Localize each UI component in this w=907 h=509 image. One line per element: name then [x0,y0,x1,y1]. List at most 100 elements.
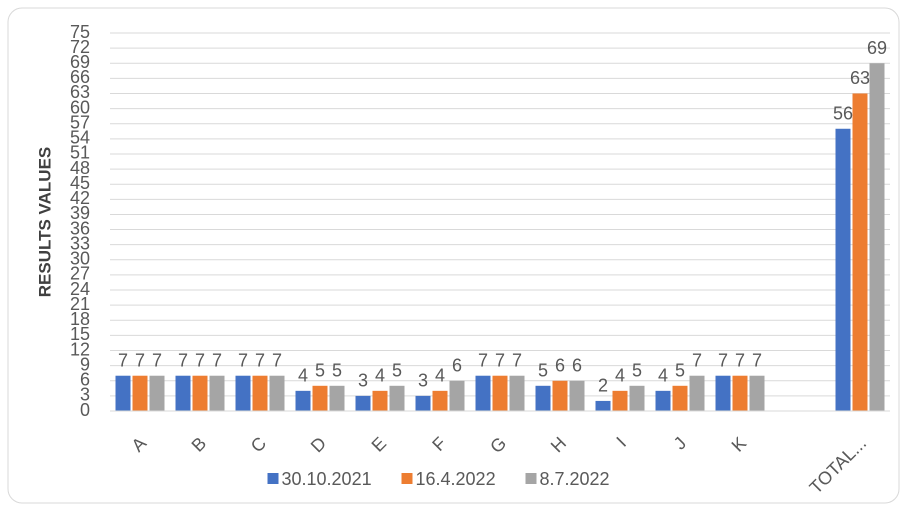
bar [252,375,268,411]
data-label: 5 [538,361,548,381]
y-tick-label: 57 [70,112,90,132]
data-label: 7 [135,350,145,370]
legend-swatch [401,473,413,484]
y-axis-label: RESULTS VALUES [35,147,54,298]
data-label: 7 [255,350,265,370]
y-tick-label: 15 [70,324,90,344]
y-tick-label: 54 [70,128,90,148]
legend-label: 30.10.2021 [282,469,372,489]
bar [432,390,448,411]
data-label: 3 [358,371,368,391]
legend-label: 16.4.2022 [416,469,496,489]
bar [852,93,868,411]
bar [175,375,191,411]
y-tick-label: 42 [70,188,90,208]
data-label: 7 [512,350,522,370]
chart-frame [7,7,900,504]
data-label: 5 [315,361,325,381]
y-tick-label: 39 [70,203,90,223]
bar [115,375,131,411]
data-label: 6 [555,356,565,376]
bar [295,390,311,411]
data-label: 7 [692,350,702,370]
bar [149,375,165,411]
bar [492,375,508,411]
bar [535,385,551,411]
data-label: 7 [752,350,762,370]
bar [835,128,851,411]
data-label: 7 [152,350,162,370]
data-label: 7 [735,350,745,370]
data-label: 7 [212,350,222,370]
data-label: 7 [718,350,728,370]
bar [672,385,688,411]
data-label: 6 [452,356,462,376]
y-tick-label: 48 [70,158,90,178]
legend-swatch [525,473,537,484]
legend-swatch [267,473,279,484]
y-tick-label: 27 [70,264,90,284]
y-tick-label: 3 [80,385,90,405]
data-label: 5 [392,361,402,381]
data-label: 7 [478,350,488,370]
y-tick-label: 66 [70,67,90,87]
y-tick-label: 36 [70,218,90,238]
data-label: 6 [572,356,582,376]
y-tick-label: 33 [70,233,90,253]
bar [372,390,388,411]
bar [415,395,431,411]
data-label: 7 [495,350,505,370]
data-label: 5 [675,361,685,381]
data-label: 4 [298,366,308,386]
bar [355,395,371,411]
y-tick-label: 72 [70,37,90,57]
data-label: 56 [833,104,853,124]
y-tick-label: 75 [70,22,90,42]
data-label: 5 [632,361,642,381]
y-tick-label: 63 [70,82,90,102]
y-tick-label: 30 [70,249,90,269]
data-label: 7 [178,350,188,370]
data-label: 7 [195,350,205,370]
y-tick-label: 24 [70,279,90,299]
legend-label: 8.7.2022 [540,469,610,489]
data-label: 63 [850,68,870,88]
y-tick-label: 0 [80,400,90,420]
bar [209,375,225,411]
bar [689,375,705,411]
data-label: 7 [238,350,248,370]
bar [132,375,148,411]
bar [715,375,731,411]
data-label: 4 [615,366,625,386]
bar [329,385,345,411]
y-tick-label: 69 [70,52,90,72]
bar [269,375,285,411]
bar [749,375,765,411]
bar [235,375,251,411]
data-label: 2 [598,376,608,396]
data-label: 3 [418,371,428,391]
bar [192,375,208,411]
bar [655,390,671,411]
bar [552,380,568,411]
data-label: 69 [867,38,887,58]
data-label: 7 [118,350,128,370]
y-tick-label: 12 [70,339,90,359]
bar [449,380,465,411]
bar [629,385,645,411]
data-label: 5 [332,361,342,381]
bar [595,400,611,411]
bar [732,375,748,411]
y-tick-label: 51 [70,143,90,163]
y-tick-label: 6 [80,370,90,390]
bar [612,390,628,411]
bar [312,385,328,411]
y-tick-label: 9 [80,354,90,374]
bar [869,63,885,412]
bar [389,385,405,411]
y-tick-label: 18 [70,309,90,329]
y-tick-label: 21 [70,294,90,314]
data-label: 4 [658,366,668,386]
y-tick-label: 45 [70,173,90,193]
